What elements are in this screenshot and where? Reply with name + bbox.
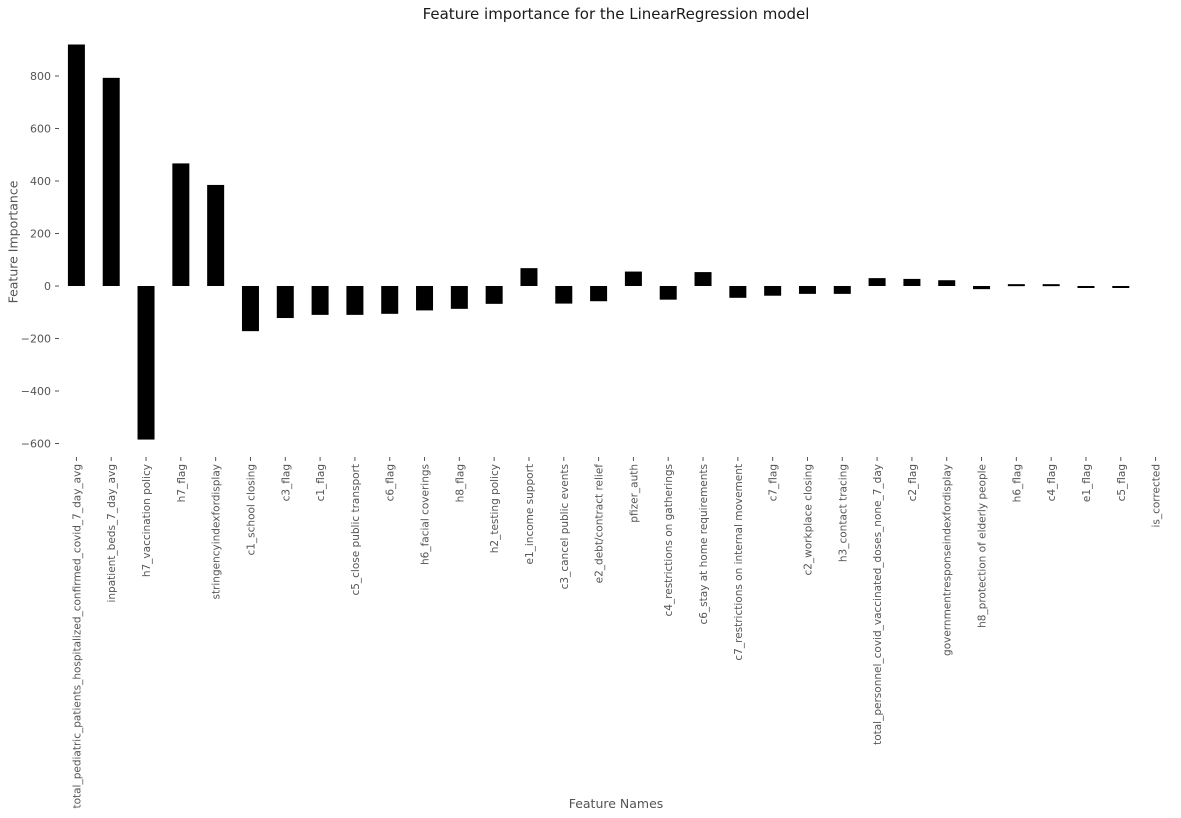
bar <box>1042 284 1060 287</box>
x-tick-label: c4_flag <box>1046 464 1058 501</box>
y-tick-label: 600 <box>30 123 51 136</box>
bar <box>1007 284 1025 287</box>
chart-title: Feature importance for the LinearRegress… <box>422 5 810 23</box>
y-tick-label: 400 <box>30 175 51 188</box>
y-axis: −600 −400 −200 0 200 400 600 800 <box>21 70 59 451</box>
bar <box>520 268 538 286</box>
x-tick-label: total_pediatric_patients_hospitalized_co… <box>71 464 83 809</box>
x-tick-label: c5_close public transport <box>350 464 362 596</box>
x-tick-label: c6_flag <box>385 464 397 501</box>
bar <box>102 77 120 287</box>
y-tick-label: −200 <box>21 333 51 346</box>
x-tick-label: total_personnel_covid_vaccinated_doses_n… <box>872 464 884 745</box>
y-tick-label: −600 <box>21 438 51 451</box>
bar <box>1112 286 1130 288</box>
bar <box>973 286 991 290</box>
bar <box>207 184 225 286</box>
bar <box>311 286 329 315</box>
bar <box>833 286 851 294</box>
x-tick-label: c5_flag <box>1116 464 1128 501</box>
bar <box>485 286 503 304</box>
x-tick-label: e2_debt/contract relief <box>594 464 606 584</box>
bar <box>137 286 155 440</box>
x-tick-label: h3_contact tracing <box>837 464 849 562</box>
x-tick-label: c2_flag <box>907 464 919 501</box>
x-tick-label: c3_cancel public events <box>559 464 571 589</box>
x-tick-label: stringencyindexfordisplay <box>211 464 223 600</box>
bar <box>416 286 434 311</box>
x-tick-label: c7_flag <box>768 464 780 501</box>
x-tick-label: c4_restrictions on gatherings <box>663 464 675 617</box>
y-tick-label: −400 <box>21 385 51 398</box>
x-tick-label: governmentresponseindexfordisplay <box>942 464 954 656</box>
bar <box>1077 286 1095 288</box>
x-tick-label: h6_flag <box>1011 464 1023 502</box>
x-tick-label: pfizer_auth <box>628 464 640 523</box>
bar <box>172 163 190 286</box>
bar <box>729 286 747 298</box>
x-tick-label: c1_school closing <box>245 464 257 556</box>
bar <box>624 271 642 286</box>
y-tick-label: 200 <box>30 228 51 241</box>
x-tick-label: h7_flag <box>176 464 188 502</box>
x-tick-label: h6_facial coverings <box>420 464 432 565</box>
x-tick-label: h2_testing policy <box>489 464 501 553</box>
x-tick-label: e1_income support <box>524 464 536 565</box>
x-tick-label: e1_flag <box>1081 464 1093 502</box>
bar <box>381 286 399 314</box>
x-tick-label: c7_restrictions on internal movement <box>733 464 745 661</box>
x-tick-label: h7_vaccination policy <box>141 464 153 577</box>
bar <box>276 286 294 319</box>
bar <box>241 286 259 332</box>
bar <box>555 286 573 304</box>
y-tick-label: 0 <box>44 280 51 293</box>
x-tick-label: h8_flag <box>454 464 466 502</box>
x-tick-label: c2_workplace closing <box>802 464 814 576</box>
bar <box>764 286 782 296</box>
bar <box>450 286 468 309</box>
x-tick-label: c6_stay at home requirements <box>698 464 710 625</box>
x-tick-label: is_corrected <box>1151 464 1163 528</box>
x-axis: total_pediatric_patients_hospitalized_co… <box>71 457 1163 809</box>
bars-group <box>67 44 1130 440</box>
x-axis-label: Feature Names <box>568 796 664 811</box>
bar <box>868 278 886 286</box>
bar <box>798 286 816 294</box>
bar <box>694 272 712 286</box>
bar <box>346 286 364 315</box>
bar <box>67 44 85 286</box>
x-tick-label: inpatient_beds_7_day_avg <box>106 464 118 603</box>
x-tick-label: h8_protection of elderly people <box>977 464 989 628</box>
bar <box>659 286 677 300</box>
bar <box>903 278 921 286</box>
y-tick-label: 800 <box>30 70 51 83</box>
bar <box>590 286 608 302</box>
bar <box>938 280 956 286</box>
x-tick-label: c1_flag <box>315 464 327 501</box>
x-tick-label: c3_flag <box>280 464 292 501</box>
